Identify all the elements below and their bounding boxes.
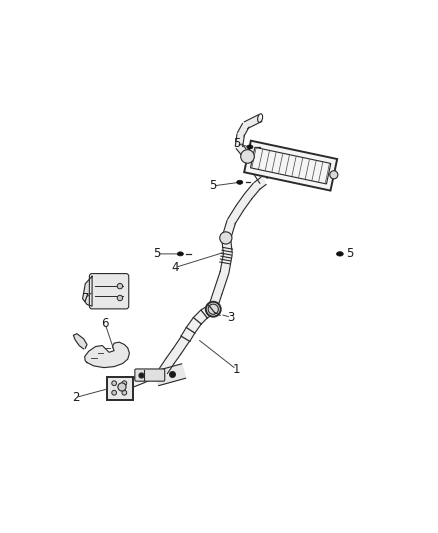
Text: 5: 5 — [346, 247, 354, 261]
Ellipse shape — [177, 252, 184, 256]
Polygon shape — [155, 364, 186, 386]
Polygon shape — [208, 154, 266, 310]
Circle shape — [122, 390, 127, 395]
Text: 5: 5 — [233, 137, 240, 150]
Text: 3: 3 — [228, 311, 235, 324]
Polygon shape — [83, 276, 92, 306]
Ellipse shape — [237, 180, 243, 184]
Circle shape — [220, 232, 232, 244]
Circle shape — [330, 171, 338, 179]
Text: 6: 6 — [101, 317, 109, 330]
Circle shape — [117, 295, 123, 301]
Text: 1: 1 — [233, 363, 240, 376]
Text: 4: 4 — [172, 261, 179, 274]
FancyBboxPatch shape — [135, 369, 165, 381]
Text: 2: 2 — [72, 391, 80, 404]
Circle shape — [118, 383, 126, 391]
Text: 8: 8 — [122, 375, 130, 387]
Polygon shape — [159, 336, 189, 374]
FancyBboxPatch shape — [107, 377, 133, 400]
Polygon shape — [244, 141, 337, 191]
Circle shape — [112, 381, 117, 385]
Polygon shape — [181, 305, 215, 341]
Circle shape — [206, 302, 221, 317]
Polygon shape — [236, 115, 262, 159]
Text: 5: 5 — [153, 247, 160, 261]
Circle shape — [117, 284, 123, 289]
Text: 5: 5 — [209, 180, 216, 192]
Ellipse shape — [247, 145, 253, 149]
Polygon shape — [85, 342, 130, 368]
Circle shape — [112, 390, 117, 395]
Circle shape — [122, 381, 127, 385]
Circle shape — [241, 150, 254, 163]
Polygon shape — [74, 334, 87, 349]
Text: 7: 7 — [81, 292, 89, 304]
Polygon shape — [118, 371, 152, 393]
FancyBboxPatch shape — [89, 273, 129, 309]
Ellipse shape — [336, 252, 343, 256]
